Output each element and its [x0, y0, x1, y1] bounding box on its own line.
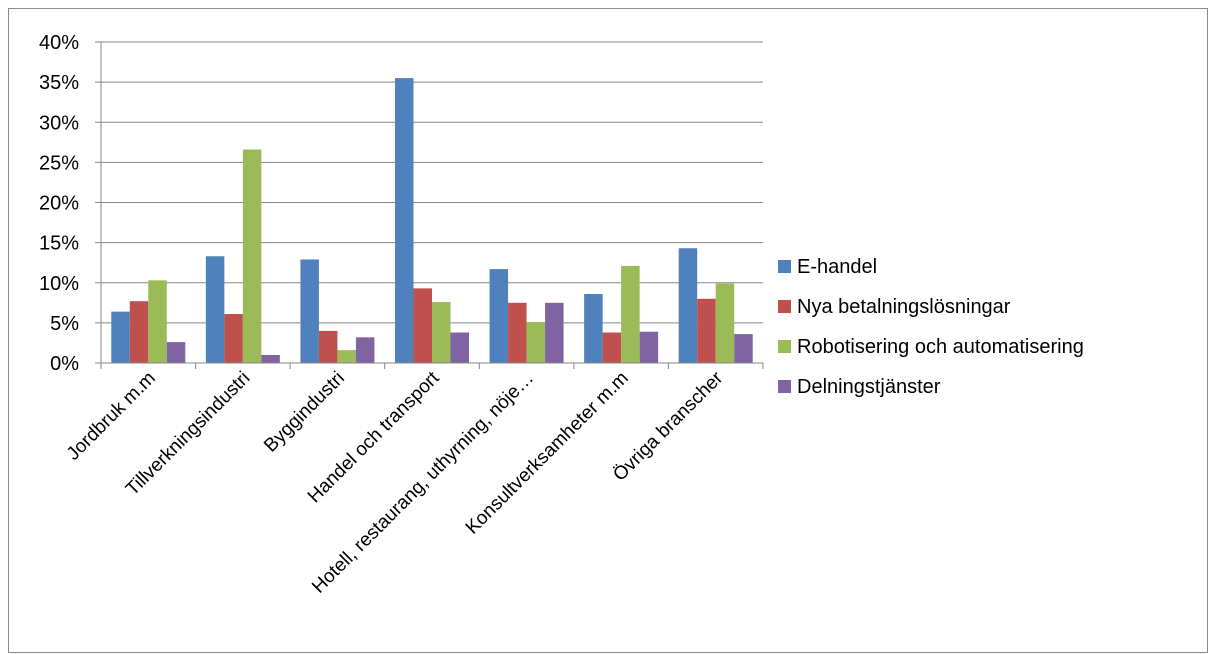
bar	[489, 269, 509, 363]
bar	[337, 350, 356, 363]
bar	[413, 288, 432, 363]
bar	[432, 302, 451, 363]
bar	[129, 301, 149, 363]
y-tick-label: 5%	[50, 313, 79, 335]
bar	[545, 302, 564, 363]
bar	[355, 337, 375, 363]
bar	[395, 78, 414, 364]
bar	[224, 314, 243, 363]
y-tick-label: 30%	[39, 112, 79, 134]
legend-label: Delningstjänster	[797, 376, 941, 398]
bar	[242, 149, 262, 363]
y-tick-label: 35%	[39, 72, 79, 94]
y-tick-label: 15%	[39, 233, 79, 255]
bar	[111, 311, 130, 363]
bar	[697, 298, 716, 363]
bar	[621, 265, 640, 363]
bar	[584, 293, 603, 363]
bar	[715, 283, 735, 363]
gridlines	[101, 41, 763, 324]
bar	[508, 302, 527, 363]
y-tick-label: 25%	[39, 152, 79, 174]
legend-label: E-handel	[797, 256, 877, 278]
bar	[205, 256, 225, 363]
bar	[318, 330, 338, 363]
bar	[526, 322, 546, 363]
bars	[111, 78, 753, 364]
legend-swatch	[778, 380, 791, 393]
axes	[95, 41, 764, 369]
legend-label: Robotisering och automatisering	[797, 336, 1084, 358]
legend-swatch	[778, 300, 791, 313]
category-label: Jordbruk m.m	[63, 368, 160, 465]
bar	[166, 342, 186, 363]
y-tick-label: 10%	[39, 273, 79, 295]
bar	[300, 259, 319, 363]
y-tick-label: 0%	[50, 353, 79, 375]
bar	[148, 280, 167, 363]
legend-swatch	[778, 260, 791, 273]
legend-label: Nya betalningslösningar	[797, 296, 1011, 318]
category-label: Konsultverksamheter m.m	[462, 368, 633, 539]
bar	[734, 334, 753, 363]
category-label: Byggindustri	[260, 368, 349, 457]
y-tick-label: 20%	[39, 193, 79, 215]
bar	[678, 248, 698, 363]
bar	[639, 331, 659, 363]
legend-swatch	[778, 340, 791, 353]
bar	[261, 354, 280, 363]
y-tick-label: 40%	[39, 32, 79, 54]
bar	[602, 332, 622, 363]
bar	[450, 332, 469, 363]
y-axis-tick-labels: 0% 5% 10% 15% 20% 25% 30% 35% 40%	[39, 32, 79, 375]
legend: E-handel Nya betalningslösningar Robotiser…	[778, 256, 1084, 398]
